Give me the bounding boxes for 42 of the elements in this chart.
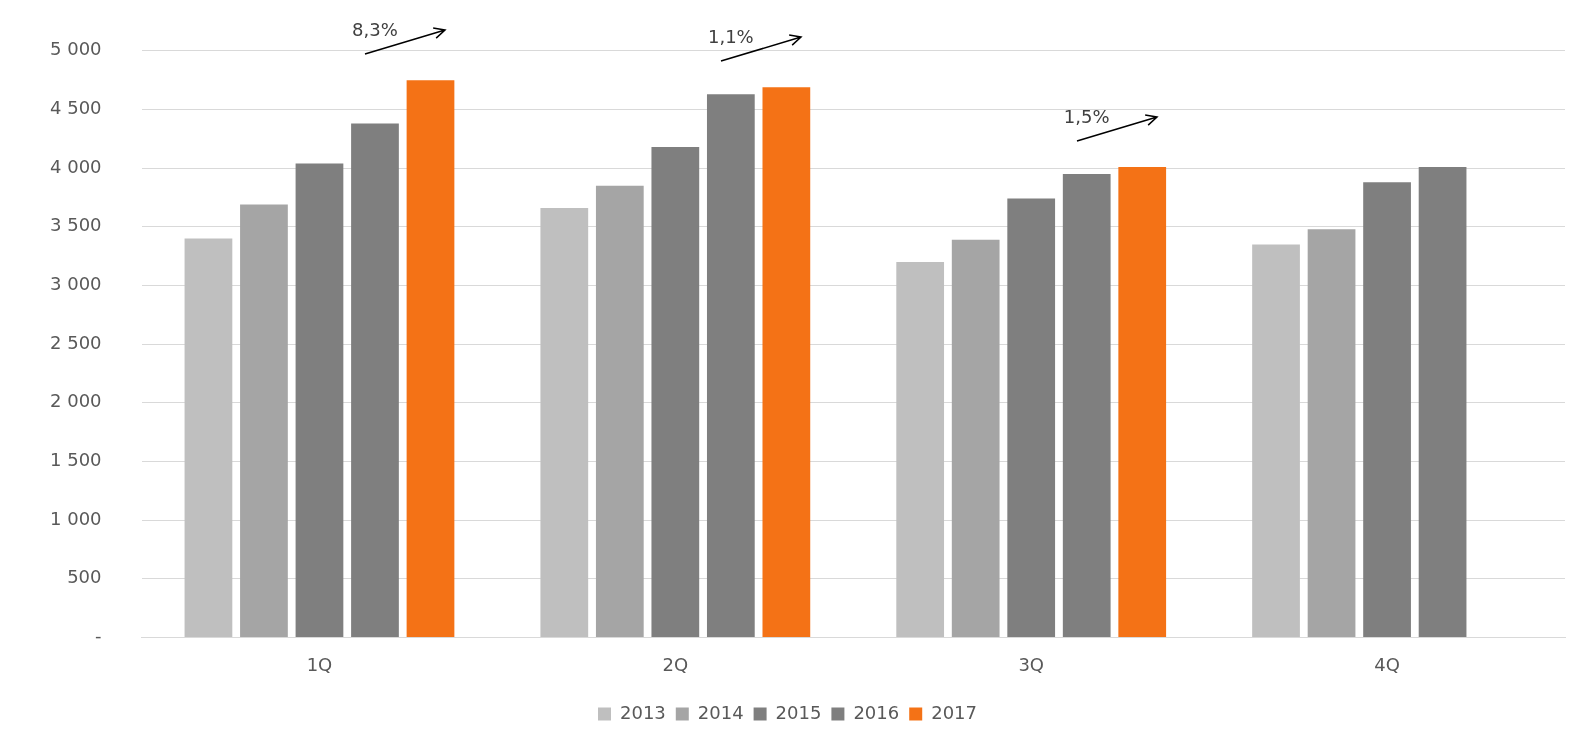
bar	[1062, 173, 1111, 637]
y-tick-label: 1 000	[50, 507, 102, 529]
bar	[295, 163, 344, 637]
legend-label: 2013	[619, 701, 666, 723]
x-tick-label: 4Q	[1374, 653, 1400, 675]
y-tick-label: -	[95, 625, 102, 647]
y-tick-label: 2 500	[50, 331, 102, 353]
y-tick-label: 2 000	[50, 390, 102, 412]
bar	[1118, 166, 1167, 637]
bar	[1307, 229, 1356, 637]
bar	[406, 80, 455, 637]
bar	[351, 123, 399, 637]
bar	[1252, 244, 1300, 637]
bar	[595, 185, 644, 637]
y-tick-label: 3 500	[50, 214, 102, 236]
y-tick-label: 4 500	[50, 97, 102, 119]
text: 8,3%	[352, 18, 398, 40]
x-tick-label: 3Q	[1018, 653, 1045, 675]
bar	[184, 238, 233, 637]
bar	[762, 87, 811, 637]
bar	[951, 239, 1000, 637]
bar	[240, 204, 288, 637]
annotation: 1,5%	[1063, 105, 1110, 127]
y-tick-label: 4 000	[50, 155, 102, 177]
legend-label: 2015	[775, 701, 822, 723]
y-tick-label: 3 000	[50, 273, 102, 295]
bar	[1418, 166, 1467, 637]
legend-label: 2016	[853, 701, 900, 723]
x-tick-label: 1Q	[306, 653, 333, 675]
legend-label: 2014	[697, 701, 744, 723]
bar	[706, 94, 755, 637]
bar	[896, 261, 945, 637]
text: 1,1%	[707, 25, 754, 47]
y-tick-label: 500	[67, 566, 102, 588]
bar	[651, 147, 700, 637]
x-tick-label: 2Q	[662, 653, 689, 675]
bar	[1007, 198, 1056, 637]
bar	[1363, 182, 1411, 637]
y-tick-label: 1 500	[50, 449, 102, 471]
bar	[540, 208, 589, 637]
y-tick-label: 5 000	[50, 38, 102, 60]
legend-label: 2017	[931, 701, 978, 723]
